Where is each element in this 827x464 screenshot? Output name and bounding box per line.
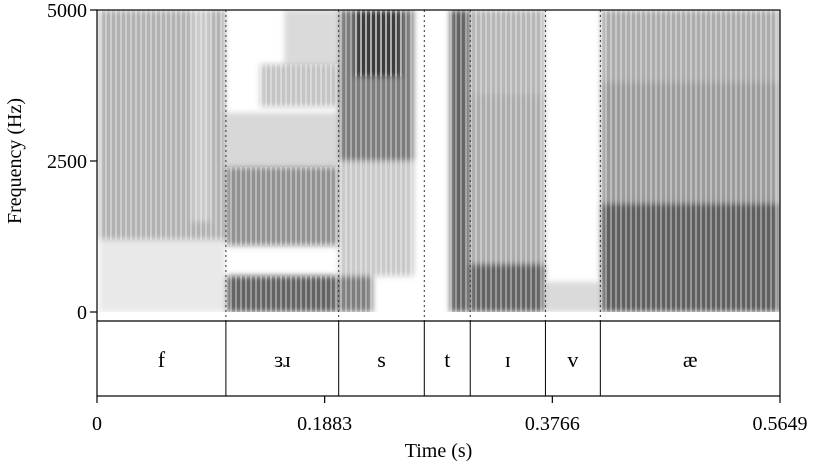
striation-15 [470, 10, 545, 95]
x-tick-label-0: 0 [92, 413, 102, 435]
x-tick-label-1: 0.1883 [297, 413, 352, 435]
striation-10 [338, 161, 414, 276]
striation-6 [260, 64, 338, 107]
striation-4 [226, 167, 338, 246]
energy-region-1 [99, 239, 226, 312]
boundary-lines [225, 10, 601, 396]
striation-9 [354, 10, 402, 77]
energy-region-16 [545, 281, 600, 312]
striation-0 [99, 10, 226, 240]
x-axis-label: Time (s) [405, 440, 473, 462]
striation-17 [601, 203, 779, 312]
plot-frame [96, 9, 781, 397]
striation-14 [470, 94, 545, 264]
striation-3 [226, 275, 338, 312]
striation-13 [470, 263, 545, 312]
y-tick-label-2: 5000 [47, 0, 87, 22]
striation-19 [601, 10, 779, 83]
energy-region-7 [284, 10, 338, 65]
y-tick-label-1: 2500 [47, 151, 87, 173]
segment-label-6: æ [683, 347, 698, 372]
segment-tier: f ɜɹ s t ɪ v æ [158, 347, 698, 372]
segment-label-2: s [377, 347, 386, 372]
striation-11 [338, 275, 373, 312]
energy-region-5 [226, 112, 338, 168]
striation-18 [601, 82, 779, 204]
segment-label-5: v [567, 347, 578, 372]
y-tick-label-0: 0 [77, 302, 87, 324]
x-tick-label-3: 0.5649 [753, 413, 808, 435]
axes: 0 2500 5000 0 0.1883 0.3766 0.5649 [47, 0, 808, 435]
segment-label-3: t [444, 347, 450, 372]
segment-label-0: f [158, 347, 166, 372]
spectrogram-striation [99, 10, 779, 312]
segment-label-4: ɪ [505, 347, 511, 372]
striation-12 [450, 10, 470, 312]
x-tick-label-2: 0.3766 [525, 413, 580, 435]
segment-label-1: ɜɹ [274, 347, 291, 372]
y-axis-label: Frequency (Hz) [4, 98, 26, 224]
